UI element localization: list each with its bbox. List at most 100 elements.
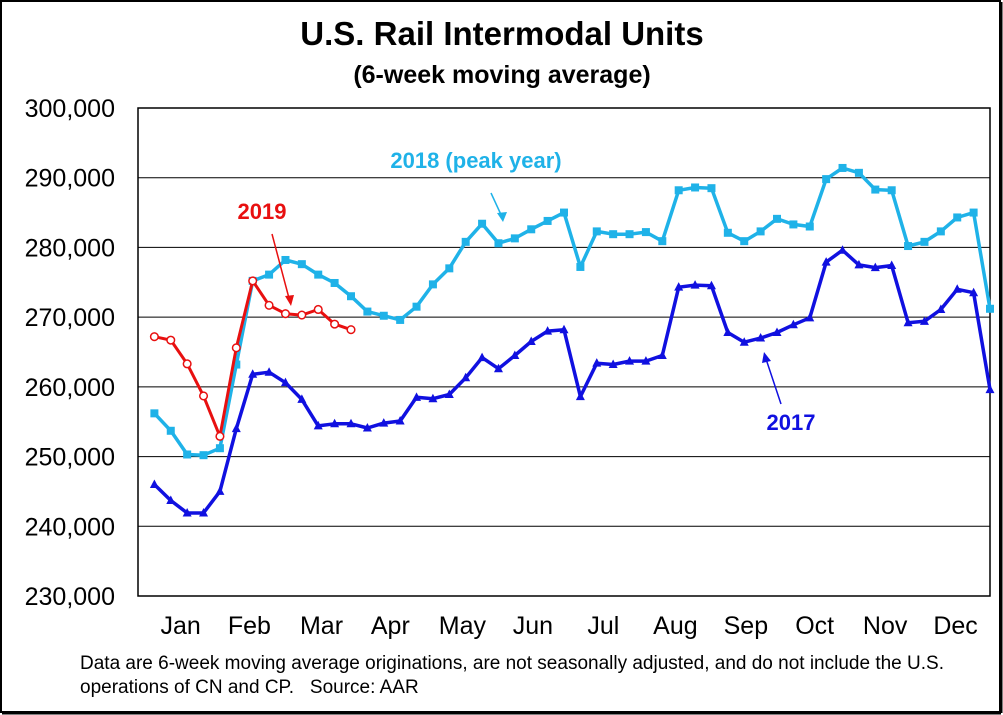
data-point-2017 bbox=[788, 319, 798, 329]
x-tick-label-mar: Mar bbox=[300, 612, 343, 640]
x-tick-label-nov: Nov bbox=[863, 612, 908, 640]
x-tick-label-apr: Apr bbox=[371, 612, 410, 640]
data-point-2018 bbox=[265, 270, 274, 279]
x-tick-label-feb: Feb bbox=[228, 612, 271, 640]
data-point-2019 bbox=[248, 276, 258, 286]
series-label-2017: 2017 bbox=[767, 410, 816, 435]
data-point-2017 bbox=[362, 422, 372, 432]
data-point-2017 bbox=[657, 350, 667, 359]
data-point-2017 bbox=[706, 280, 716, 290]
data-point-2017 bbox=[166, 495, 176, 504]
data-point-2018 bbox=[494, 239, 503, 248]
data-point-2017 bbox=[772, 327, 782, 336]
data-point-2018 bbox=[232, 360, 241, 369]
series-line-2018 bbox=[153, 166, 992, 457]
data-point-2017 bbox=[477, 352, 487, 362]
data-point-2018 bbox=[215, 444, 224, 453]
data-point-2018 bbox=[527, 225, 536, 234]
data-point-2017 bbox=[641, 356, 651, 365]
data-point-2018 bbox=[773, 214, 781, 223]
data-point-2017 bbox=[264, 367, 274, 376]
data-point-2017 bbox=[985, 384, 995, 394]
data-point-2017 bbox=[887, 260, 897, 270]
series-lines bbox=[149, 163, 995, 517]
data-point-2017 bbox=[903, 317, 913, 327]
data-point-2019 bbox=[198, 391, 209, 401]
data-point-2017 bbox=[231, 423, 241, 433]
data-point-2018 bbox=[822, 175, 831, 184]
data-point-2017 bbox=[510, 350, 520, 359]
y-tick-label: 300,000 bbox=[25, 95, 115, 123]
data-point-2017 bbox=[493, 363, 503, 373]
data-point-2018 bbox=[969, 208, 978, 217]
data-point-2017 bbox=[592, 358, 602, 367]
data-point-2017 bbox=[313, 420, 323, 430]
data-point-2019 bbox=[264, 300, 274, 310]
data-point-2018 bbox=[625, 230, 634, 239]
data-point-2018 bbox=[691, 183, 700, 192]
data-point-2017 bbox=[428, 393, 438, 403]
series-2019 bbox=[149, 276, 356, 441]
data-point-2018 bbox=[379, 311, 388, 320]
data-point-2019 bbox=[280, 309, 291, 319]
data-point-2017 bbox=[248, 369, 258, 378]
y-tick-label: 270,000 bbox=[25, 304, 115, 332]
data-point-2019 bbox=[313, 304, 323, 315]
data-point-2019 bbox=[182, 359, 192, 369]
data-point-2018 bbox=[347, 292, 355, 301]
y-tick-label: 290,000 bbox=[25, 165, 115, 193]
series-label-2019: 2019 bbox=[238, 199, 287, 224]
data-point-2017 bbox=[575, 391, 585, 401]
data-point-2019 bbox=[166, 335, 176, 345]
data-point-2018 bbox=[789, 220, 798, 229]
data-point-2017 bbox=[215, 486, 225, 495]
data-point-2017 bbox=[559, 324, 569, 334]
data-point-2018 bbox=[838, 163, 847, 172]
arrow-2017 bbox=[764, 355, 782, 405]
data-point-2017 bbox=[870, 262, 880, 272]
data-point-2017 bbox=[969, 287, 979, 297]
arrow-2019 bbox=[271, 233, 291, 303]
data-point-2017 bbox=[821, 257, 831, 266]
data-point-2019 bbox=[215, 431, 225, 441]
data-point-2018 bbox=[330, 278, 339, 287]
data-point-2017 bbox=[379, 418, 389, 427]
data-point-2018 bbox=[936, 227, 945, 236]
data-point-2018 bbox=[986, 304, 994, 313]
data-point-2018 bbox=[199, 451, 208, 460]
x-tick-label-may: May bbox=[439, 612, 487, 640]
data-point-2018 bbox=[887, 186, 896, 195]
data-point-2019 bbox=[231, 343, 241, 353]
x-tick-label-dec: Dec bbox=[933, 612, 977, 640]
data-point-2017 bbox=[461, 372, 471, 382]
data-point-2018 bbox=[560, 208, 568, 217]
data-point-2018 bbox=[363, 307, 372, 316]
data-point-2018 bbox=[658, 237, 667, 246]
data-point-2017 bbox=[723, 327, 733, 336]
data-point-2018 bbox=[150, 409, 159, 418]
data-point-2017 bbox=[346, 418, 356, 428]
gridlines bbox=[138, 177, 990, 527]
series-2017 bbox=[149, 245, 995, 517]
data-point-2017 bbox=[395, 416, 405, 425]
x-tick-label-oct: Oct bbox=[795, 612, 834, 640]
y-tick-label: 250,000 bbox=[25, 444, 115, 472]
data-point-2017 bbox=[756, 333, 766, 342]
data-point-2017 bbox=[952, 284, 962, 293]
data-point-2018 bbox=[723, 228, 732, 237]
data-point-2018 bbox=[428, 280, 437, 289]
y-tick-label: 240,000 bbox=[25, 513, 115, 541]
y-tick-label: 280,000 bbox=[25, 234, 115, 262]
arrow-2017-head bbox=[762, 352, 771, 363]
series-label-2018: 2018 (peak year) bbox=[390, 148, 561, 173]
data-point-2018 bbox=[592, 227, 601, 236]
data-point-2018 bbox=[314, 270, 323, 279]
data-point-2018 bbox=[412, 302, 421, 311]
data-point-2018 bbox=[543, 216, 552, 225]
data-point-2017 bbox=[854, 259, 864, 269]
data-point-2018 bbox=[740, 237, 749, 246]
data-point-2018 bbox=[478, 219, 487, 228]
data-point-2017 bbox=[674, 282, 684, 291]
series-2018 bbox=[150, 163, 994, 460]
